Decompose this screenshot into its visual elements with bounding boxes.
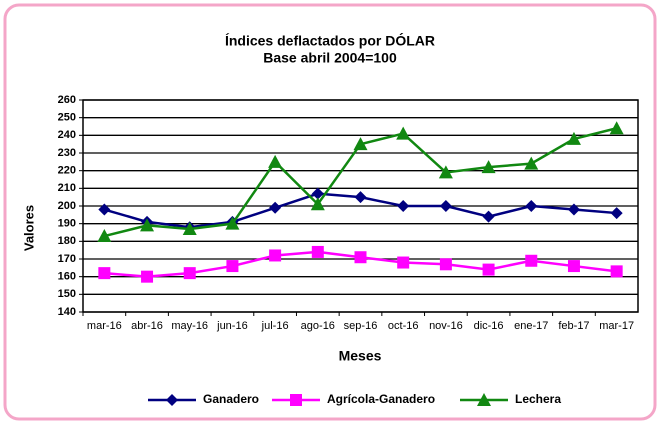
data-point bbox=[482, 263, 495, 276]
data-point bbox=[268, 154, 283, 168]
y-tick-label: 250 bbox=[58, 112, 76, 124]
y-tick-label: 180 bbox=[58, 235, 76, 247]
data-point bbox=[354, 191, 367, 204]
x-tick-label: oct-16 bbox=[388, 320, 419, 332]
legend-marker bbox=[477, 393, 491, 406]
data-point bbox=[397, 200, 410, 212]
data-point bbox=[610, 265, 623, 278]
data-point bbox=[524, 156, 539, 170]
x-tick-label: ene-17 bbox=[514, 320, 548, 332]
data-point bbox=[354, 251, 367, 264]
y-tick-label: 150 bbox=[58, 288, 76, 300]
y-tick-label: 140 bbox=[58, 306, 76, 318]
data-point bbox=[269, 201, 282, 214]
x-tick-label: ago-16 bbox=[301, 320, 335, 332]
data-point bbox=[566, 131, 581, 145]
y-tick-label: 200 bbox=[58, 200, 76, 212]
data-point bbox=[353, 137, 368, 151]
x-tick-label: sep-16 bbox=[344, 320, 378, 332]
legend-marker bbox=[290, 394, 302, 406]
y-tick-label: 220 bbox=[58, 165, 76, 177]
data-point bbox=[225, 216, 240, 230]
data-point bbox=[481, 160, 496, 174]
x-tick-label: jul-16 bbox=[261, 320, 289, 332]
x-tick-label: dic-16 bbox=[474, 320, 504, 332]
y-axis-label: Valores bbox=[21, 205, 36, 251]
data-point bbox=[397, 256, 410, 269]
data-point bbox=[98, 203, 111, 216]
data-point bbox=[439, 258, 452, 271]
legend-marker bbox=[166, 394, 178, 406]
data-point bbox=[97, 229, 112, 243]
y-tick-label: 240 bbox=[58, 129, 76, 141]
data-point bbox=[182, 221, 197, 235]
legend-label: Lechera bbox=[515, 392, 561, 406]
data-point bbox=[183, 267, 196, 280]
data-point bbox=[98, 267, 111, 280]
x-tick-label: mar-17 bbox=[599, 320, 634, 332]
y-tick-label: 190 bbox=[58, 218, 76, 230]
legend-label: Agrícola-Ganadero bbox=[327, 392, 435, 406]
data-point bbox=[141, 270, 154, 283]
x-tick-label: jun-16 bbox=[216, 320, 248, 332]
x-tick-label: abr-16 bbox=[131, 320, 163, 332]
data-point bbox=[311, 187, 324, 200]
x-tick-label: nov-16 bbox=[429, 320, 463, 332]
x-tick-label: feb-17 bbox=[558, 320, 589, 332]
y-tick-label: 230 bbox=[58, 147, 76, 159]
data-point bbox=[567, 203, 580, 216]
data-point bbox=[310, 197, 325, 211]
data-point bbox=[610, 207, 623, 220]
x-axis-label: Meses bbox=[339, 348, 382, 364]
data-point bbox=[567, 260, 580, 273]
data-point bbox=[438, 165, 453, 179]
y-tick-label: 170 bbox=[58, 253, 76, 265]
data-point bbox=[609, 121, 624, 135]
chart-subtitle: Base abril 2004=100 bbox=[263, 50, 397, 66]
x-tick-label: mar-16 bbox=[87, 320, 122, 332]
y-tick-label: 160 bbox=[58, 271, 76, 283]
y-tick-label: 210 bbox=[58, 182, 76, 194]
data-point bbox=[525, 200, 538, 212]
chart-frame bbox=[3, 3, 657, 421]
data-point bbox=[140, 218, 155, 232]
data-point bbox=[396, 126, 411, 140]
data-point bbox=[482, 210, 495, 223]
data-point bbox=[269, 249, 282, 262]
x-tick-label: may-16 bbox=[171, 320, 208, 332]
plot-area bbox=[82, 99, 639, 313]
legend-label: Ganadero bbox=[203, 392, 259, 406]
chart-title: Índices deflactados por DÓLAR bbox=[225, 32, 435, 49]
y-tick-label: 260 bbox=[58, 94, 76, 106]
data-point bbox=[226, 260, 239, 273]
data-point bbox=[439, 200, 452, 212]
data-point bbox=[525, 254, 538, 267]
data-point bbox=[311, 245, 324, 258]
